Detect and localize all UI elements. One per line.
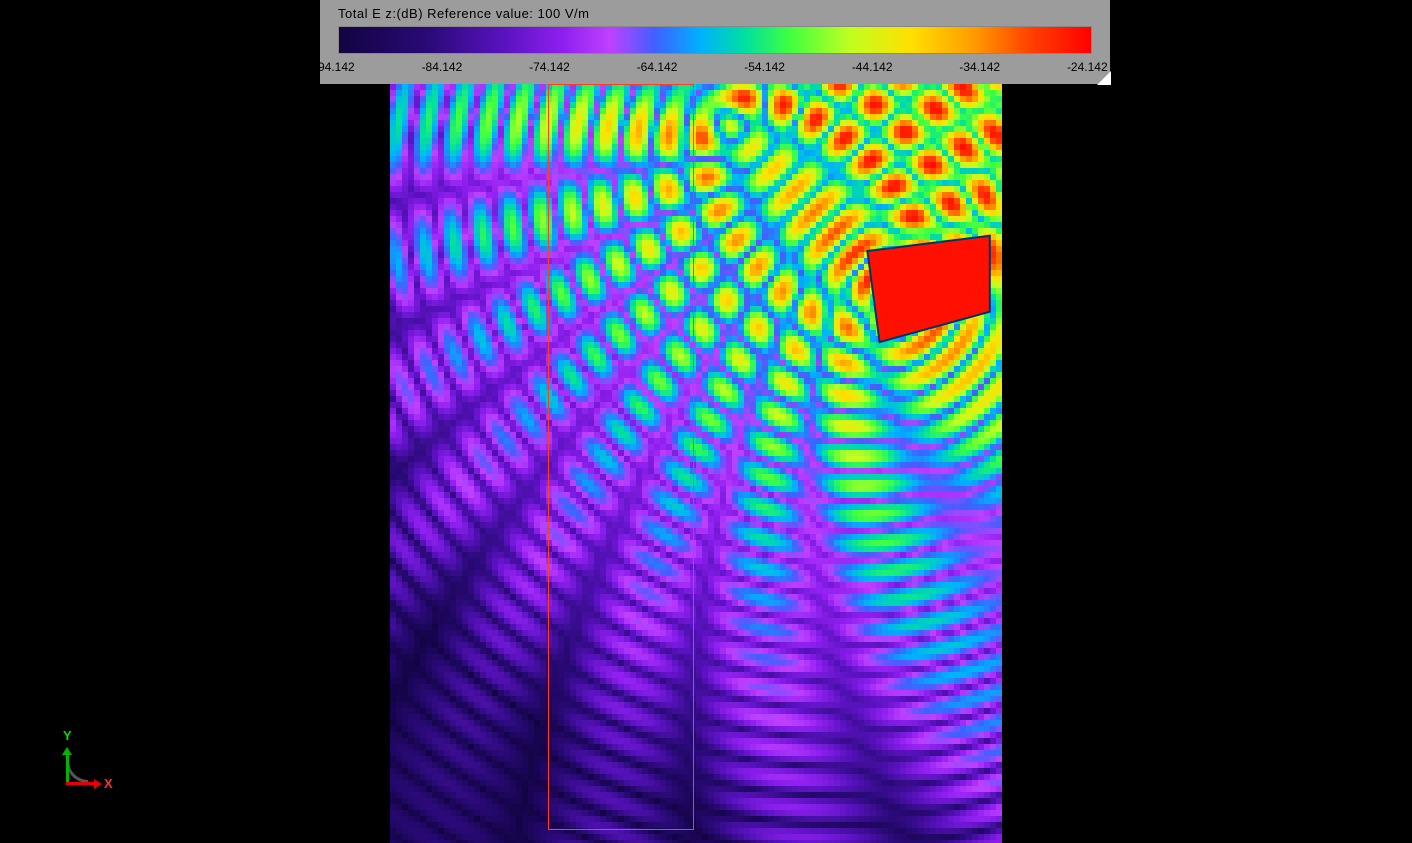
x-axis-arrow-icon <box>94 779 102 789</box>
colorbar-tick-label: -44.142 <box>852 60 893 74</box>
colorbar-tick-label: -34.142 <box>959 60 1000 74</box>
colorbar-ticks: -94.142-84.142-74.142-64.142-54.142-44.1… <box>338 60 1092 80</box>
y-axis-arrow-icon <box>62 747 72 755</box>
colorbar-tick-label: -94.142 <box>314 60 355 74</box>
colorbar-tick-label: -54.142 <box>744 60 785 74</box>
legend-panel: Total E z:(dB) Reference value: 100 V/m … <box>320 0 1110 84</box>
gizmo-arc-icon <box>66 761 88 783</box>
colorbar <box>338 26 1092 54</box>
colorbar-tick-label: -84.142 <box>422 60 463 74</box>
colorbar-tick-label: -64.142 <box>637 60 678 74</box>
y-axis-label: Y <box>63 728 72 743</box>
legend-title: Total E z:(dB) Reference value: 100 V/m <box>338 6 589 21</box>
y-axis-line <box>66 753 69 783</box>
viewport: Total E z:(dB) Reference value: 100 V/m … <box>0 0 1412 843</box>
legend-corner-notch <box>1097 71 1111 85</box>
field-svg <box>390 84 1002 843</box>
axis-gizmo[interactable]: Y X <box>54 735 114 795</box>
colorbar-tick-label: -74.142 <box>529 60 570 74</box>
x-axis-label: X <box>104 776 113 791</box>
field-heatmap[interactable] <box>390 84 1002 843</box>
x-axis-line <box>66 782 96 785</box>
